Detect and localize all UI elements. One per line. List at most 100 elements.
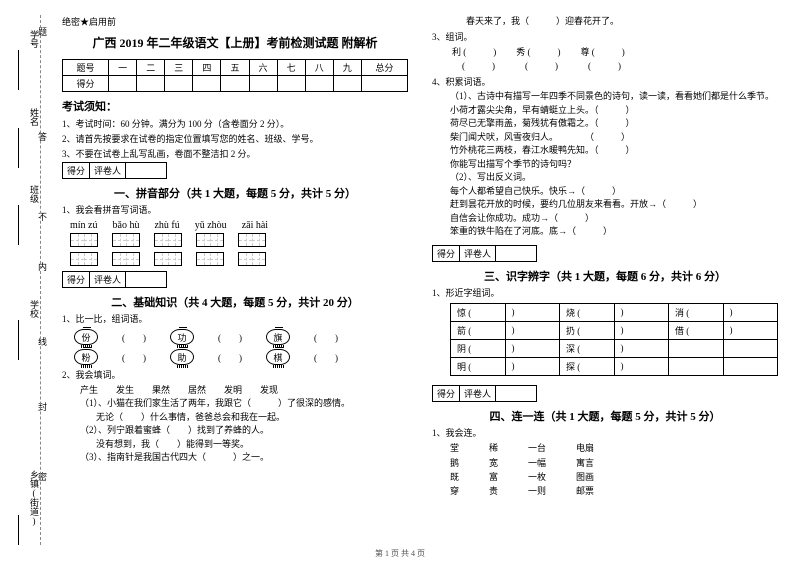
lantern: 助	[170, 349, 194, 365]
q4l2: 荷尽已无擎雨盖，菊残犹有傲霜之。（ ）	[450, 117, 778, 131]
q3-1: 1、形近字组词。	[432, 287, 778, 300]
q4-1: （1）、古诗中有描写一年四季不同景色的诗句，读一读，看看她们都是什么季节。	[450, 90, 778, 104]
notice-2: 2、请首先按要求在试卷的指定位置填写您的姓名、班级、学号。	[62, 132, 408, 145]
th-tihao: 题号	[63, 60, 109, 76]
py: mín zú	[70, 220, 98, 231]
lantern: 棋	[266, 349, 290, 365]
char-table: 惊 ()烧 ()消 () 箭 ()扔 ()借 () 阴 ()深 () 明 ()探…	[450, 303, 778, 376]
tianzige	[238, 252, 266, 266]
secret-label: 绝密★启用前	[62, 15, 408, 28]
notice-3: 3、不要在试卷上乱写乱画，卷面不整洁扣 2 分。	[62, 147, 408, 160]
score-box: 得分 评卷人	[62, 162, 167, 179]
tianzige	[154, 233, 182, 247]
underline	[18, 50, 19, 90]
th-9: 九	[333, 60, 361, 76]
lantern-row: 份( ) 功( ) 旗( )	[74, 329, 408, 345]
tianzige-row	[70, 233, 408, 247]
q4-2a: 每个人都希望自己快乐。快乐→（ ）	[450, 185, 778, 199]
q1-1: 1、我会看拼音写词语。	[62, 204, 408, 217]
tianzige	[196, 252, 224, 266]
score-box: 得分 评卷人	[432, 245, 537, 262]
th-5: 五	[221, 60, 249, 76]
page-content: 绝密★启用前 广西 2019 年二年级语文【上册】考前检测试题 附解析 题号 一…	[0, 0, 800, 565]
py: bǎo hù	[113, 220, 140, 231]
q4l3: 柴门闻犬吠，风雪夜归人。 （ ）	[450, 131, 778, 145]
q4: 4、积累词语。	[432, 76, 778, 89]
th-8: 八	[305, 60, 333, 76]
lantern: 功	[170, 329, 194, 345]
notice-1: 1、考试时间：60 分钟。满分为 100 分（含卷面分 2 分）。	[62, 117, 408, 130]
q2-words: 产生 发生 果然 居然 发明 发现	[80, 384, 408, 398]
score-box: 得分 评卷人	[62, 271, 167, 288]
score-defen: 得分	[63, 272, 90, 287]
score-box: 得分 评卷人	[432, 385, 537, 402]
score-defen: 得分	[433, 246, 460, 261]
tianzige	[70, 252, 98, 266]
tianzige	[112, 233, 140, 247]
tianzige	[70, 233, 98, 247]
binding-margin: 学号 姓名 班级 学校 乡镇(街道) 题 答 不 内 线 封 密	[0, 0, 45, 565]
section-4-title: 四、连一连（共 1 大题，每题 5 分，共计 5 分）	[432, 408, 778, 424]
section-2-title: 二、基础知识（共 4 大题，每题 5 分，共计 20 分）	[62, 294, 408, 310]
th-3: 三	[165, 60, 193, 76]
q4l5: 你能写出描写个季节的诗句吗？	[450, 158, 778, 172]
section-3-title: 三、识字辨字（共 1 大题，每题 6 分，共计 6 分）	[432, 268, 778, 284]
left-column: 绝密★启用前 广西 2019 年二年级语文【上册】考前检测试题 附解析 题号 一…	[50, 15, 420, 540]
q2-sub3b: 春天来了，我（ ）迎春花开了。	[466, 15, 778, 29]
underline	[18, 320, 19, 360]
q2-1: 1、比一比，组词语。	[62, 313, 408, 326]
q4l1: 小荷才露尖尖角，早有蜻蜓立上头。（ ）	[450, 104, 778, 118]
notice-title: 考试须知：	[62, 98, 408, 114]
table-row: 得分	[63, 76, 408, 92]
q2-sub2: （2）、列宁跟着蜜蜂（ ）找到了养蜂的人。	[80, 424, 408, 438]
lantern: 粉	[74, 349, 98, 365]
underline	[18, 205, 19, 245]
score-defen: 得分	[63, 163, 90, 178]
right-column: 春天来了，我（ ）迎春花开了。 3、组词。 利 ( ) 秀 ( ) 尊 ( ) …	[420, 15, 790, 540]
q4-2d: 笨重的铁牛陷在了河底。底→（ ）	[450, 225, 778, 239]
q4-2b: 赶到昙花开放的时候，要约几位朋友来看看。开放→（ ）	[450, 198, 778, 212]
table-row: 题号 一 二 三 四 五 六 七 八 九 总分	[63, 60, 408, 76]
tianzige	[112, 252, 140, 266]
bracket-row: ( ) ( ) ( )	[452, 59, 778, 73]
tianzige	[196, 233, 224, 247]
score-defen: 得分	[433, 386, 460, 401]
q2-2: 2、我会填词。	[62, 369, 408, 382]
q4-2: （2）、写出反义词。	[450, 171, 778, 185]
py: zhù fú	[154, 220, 179, 231]
bracket-row: 利 ( ) 秀 ( ) 尊 ( )	[452, 45, 778, 59]
page-footer: 第 1 页 共 4 页	[0, 548, 800, 559]
q4-2c: 自信会让你成功。成功→（ ）	[450, 212, 778, 226]
q3: 3、组词。	[432, 31, 778, 44]
tianzige-row	[70, 252, 408, 266]
q2-sub1: （1）、小猫在我们家生活了两年，我跟它（ ）了很深的感情。	[80, 397, 408, 411]
score-pingjuan: 评卷人	[460, 246, 496, 261]
th-6: 六	[249, 60, 277, 76]
tianzige	[238, 233, 266, 247]
th-4: 四	[193, 60, 221, 76]
th-total: 总分	[361, 60, 407, 76]
score-pingjuan: 评卷人	[460, 386, 496, 401]
py: zāi hài	[242, 220, 268, 231]
score-pingjuan: 评卷人	[90, 272, 126, 287]
th-2: 二	[137, 60, 165, 76]
q2-sub3: （3）、指南针是我国古代四大（ ）之一。	[80, 451, 408, 465]
pinyin-row: mín zú bǎo hù zhù fú yǔ zhòu zāi hài	[70, 220, 408, 231]
td-defen: 得分	[63, 76, 109, 92]
q4l4: 竹外桃花三两枝，春江水暖鸭先知。（ ）	[450, 144, 778, 158]
score-table: 题号 一 二 三 四 五 六 七 八 九 总分 得分	[62, 59, 408, 92]
tianzige	[154, 252, 182, 266]
score-pingjuan: 评卷人	[90, 163, 126, 178]
underline	[18, 515, 19, 545]
link-col: 稀 宽 富 贵	[489, 441, 498, 499]
seal-line	[40, 15, 41, 545]
underline	[18, 128, 19, 168]
lantern-row: 粉( ) 助( ) 棋( )	[74, 349, 408, 365]
lantern: 旗	[266, 329, 290, 345]
q2-sub1b: 无论（ ）什么事情，爸爸总会和我在一起。	[96, 411, 408, 425]
q4-1: 1、我会连。	[432, 427, 778, 440]
q2-sub2b: 没有想到，我（ ）能得到一等奖。	[96, 438, 408, 452]
lantern: 份	[74, 329, 98, 345]
th-1: 一	[109, 60, 137, 76]
exam-title: 广西 2019 年二年级语文【上册】考前检测试题 附解析	[62, 34, 408, 51]
